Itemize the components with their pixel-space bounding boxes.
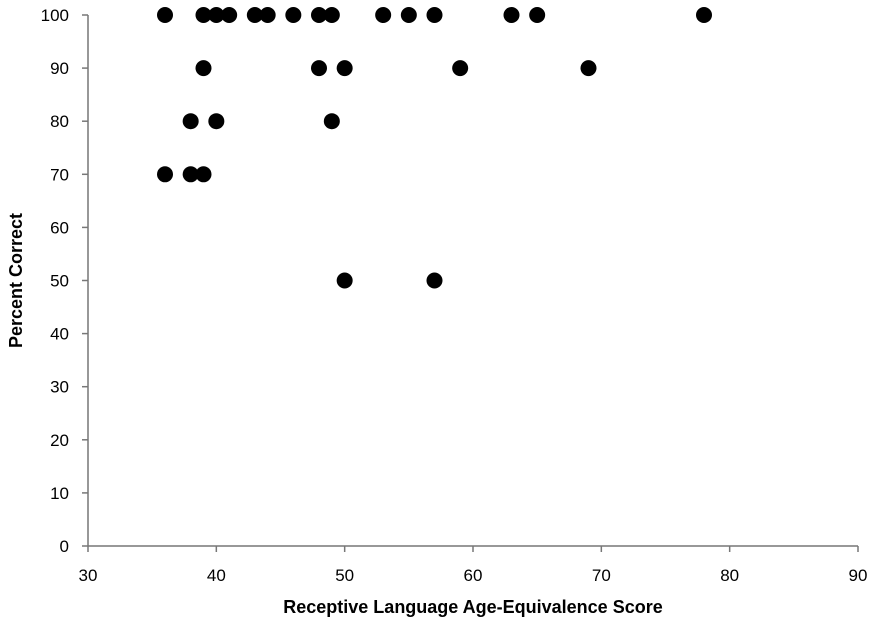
x-tick-label: 40 (207, 566, 226, 585)
data-point (208, 7, 225, 23)
x-tick-label: 90 (849, 566, 868, 585)
data-point (285, 7, 302, 23)
y-tick-label: 100 (41, 6, 69, 25)
data-points (157, 7, 712, 289)
data-point (182, 113, 199, 130)
x-tick-label: 30 (79, 566, 98, 585)
data-point (323, 113, 340, 130)
data-point (452, 60, 469, 77)
data-point (375, 7, 392, 23)
data-point (336, 60, 353, 77)
x-tick-label: 70 (592, 566, 611, 585)
data-point (157, 166, 173, 183)
data-point (195, 60, 212, 77)
data-point (400, 7, 417, 23)
data-point (323, 7, 340, 23)
y-tick-label: 80 (50, 112, 69, 131)
data-point (208, 113, 225, 130)
data-point (336, 272, 353, 289)
data-point (195, 7, 212, 23)
x-tick-label: 60 (464, 566, 483, 585)
axes (87, 15, 858, 547)
data-point (182, 166, 199, 183)
data-point (503, 7, 520, 23)
y-axis-ticks: 0 10 20 30 40 50 60 70 80 90 100 (41, 6, 88, 556)
x-axis-title: Receptive Language Age-Equivalence Score (283, 597, 662, 617)
data-point (157, 7, 173, 23)
y-tick-label: 60 (50, 218, 69, 237)
data-point (311, 60, 327, 77)
data-point (246, 7, 263, 23)
y-tick-label: 50 (50, 272, 69, 291)
y-tick-label: 0 (60, 537, 69, 556)
data-point (580, 60, 597, 77)
y-tick-label: 10 (50, 484, 69, 503)
y-tick-label: 70 (50, 165, 69, 184)
data-point (311, 7, 327, 23)
data-point (529, 7, 546, 23)
x-tick-label: 80 (720, 566, 739, 585)
data-point (696, 7, 712, 23)
y-tick-label: 90 (50, 59, 69, 78)
y-axis-title: Percent Correct (6, 213, 26, 348)
x-tick-label: 50 (335, 566, 354, 585)
x-axis-ticks: 30 40 50 60 70 80 90 (79, 546, 868, 585)
y-tick-label: 40 (50, 325, 69, 344)
data-point (259, 7, 276, 23)
y-tick-label: 30 (50, 378, 69, 397)
data-point (221, 7, 238, 23)
data-point (195, 166, 212, 183)
y-tick-label: 20 (50, 431, 69, 450)
data-point (426, 7, 443, 23)
data-point (426, 272, 443, 289)
